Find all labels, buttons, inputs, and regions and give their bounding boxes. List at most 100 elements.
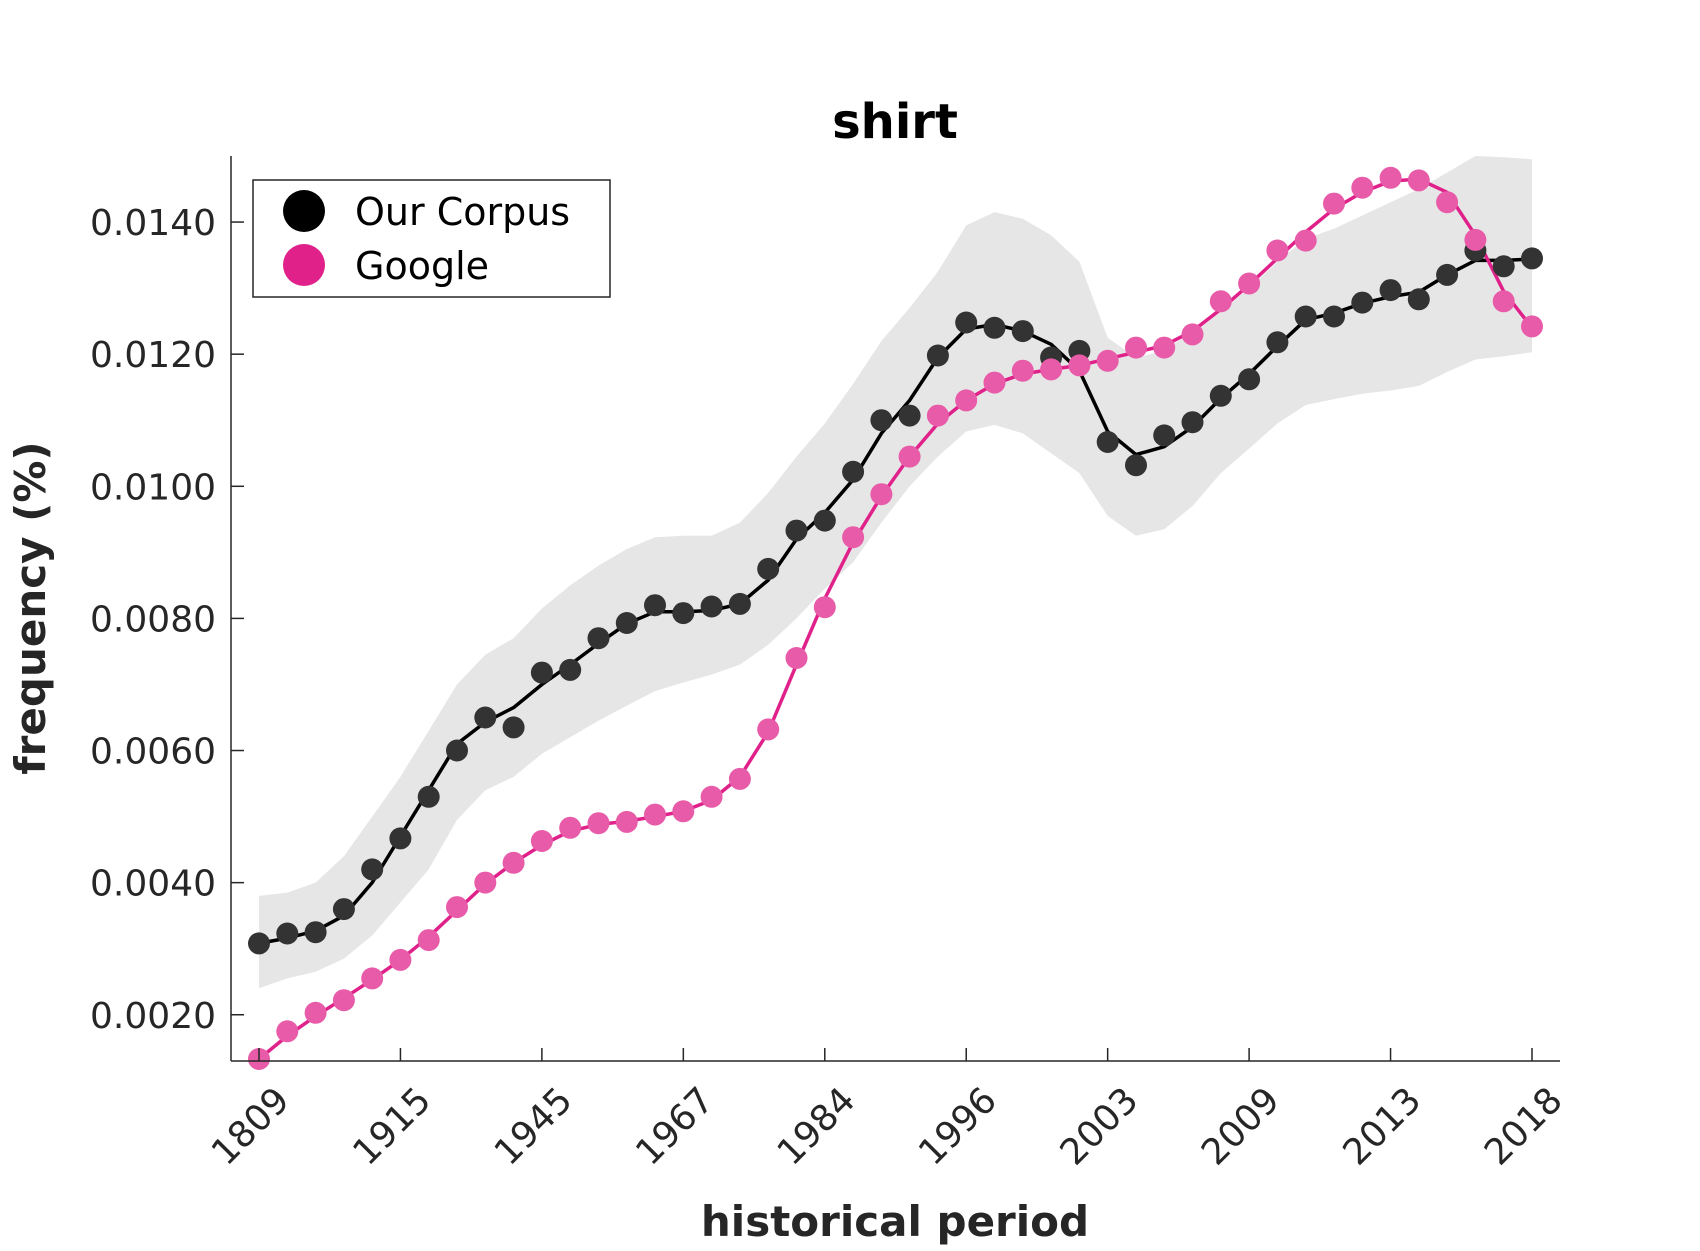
- x-tick-label: 2009: [1194, 1080, 1288, 1174]
- data-point-google: [276, 1020, 299, 1043]
- data-point-our-corpus: [1351, 291, 1374, 314]
- data-point-google: [1521, 315, 1543, 338]
- data-point-our-corpus: [559, 658, 582, 681]
- data-point-our-corpus: [898, 404, 921, 427]
- data-point-google: [304, 1001, 327, 1024]
- y-tick-label: 0.0120: [90, 335, 216, 376]
- data-point-our-corpus: [1492, 255, 1515, 278]
- data-point-google: [926, 404, 949, 427]
- data-point-google: [389, 948, 412, 971]
- data-point-google: [417, 929, 440, 952]
- data-point-our-corpus: [1521, 247, 1543, 270]
- data-point-google: [332, 989, 355, 1012]
- data-point-our-corpus: [1323, 305, 1345, 328]
- y-axis-title: frequency (%): [6, 441, 55, 774]
- data-point-our-corpus: [926, 344, 949, 367]
- data-point-our-corpus: [417, 785, 440, 808]
- x-tick-label: 1915: [345, 1080, 439, 1174]
- data-point-google: [446, 896, 468, 919]
- data-point-our-corpus: [1125, 454, 1147, 477]
- data-point-our-corpus: [502, 716, 525, 739]
- data-point-google: [1068, 354, 1091, 377]
- data-point-google: [587, 812, 610, 835]
- data-point-google: [1323, 192, 1345, 215]
- data-point-google: [1492, 290, 1515, 313]
- legend-label-google: Google: [355, 244, 489, 288]
- data-point-our-corpus: [615, 612, 638, 634]
- data-point-google: [615, 810, 638, 833]
- data-point-google: [1040, 358, 1063, 381]
- data-point-our-corpus: [1181, 411, 1204, 434]
- axes-layer: [230, 156, 1560, 1062]
- data-point-our-corpus: [1096, 431, 1119, 453]
- legend: Our Corpus Google: [252, 179, 611, 298]
- x-tick-label: 2018: [1477, 1080, 1571, 1174]
- y-tick-label: 0.0040: [90, 864, 216, 905]
- x-tick-label: 1809: [204, 1080, 298, 1174]
- data-point-google: [1238, 272, 1261, 295]
- data-point-google: [530, 830, 553, 852]
- data-point-google: [1436, 191, 1459, 214]
- data-point-google: [1181, 323, 1204, 346]
- data-point-our-corpus: [757, 557, 780, 580]
- y-tick-label: 0.0140: [90, 203, 216, 244]
- data-point-our-corpus: [1266, 331, 1289, 354]
- data-point-google: [474, 871, 497, 894]
- data-point-google: [1379, 166, 1402, 189]
- data-point-google: [700, 785, 723, 808]
- data-point-google: [1153, 336, 1176, 359]
- data-point-google: [983, 371, 1006, 394]
- data-point-google: [1266, 239, 1289, 262]
- data-point-our-corpus: [728, 592, 751, 615]
- marker-layer: [248, 166, 1543, 1070]
- x-axis-title: historical period: [701, 1197, 1089, 1246]
- data-point-google: [955, 389, 978, 412]
- data-point-google: [1351, 176, 1374, 199]
- data-point-google: [1294, 229, 1317, 252]
- data-point-our-corpus: [1294, 305, 1317, 328]
- legend-marker-our-corpus: [283, 190, 325, 232]
- series-line-google: [257, 177, 1534, 1061]
- data-point-our-corpus: [587, 627, 610, 650]
- line-layer: [257, 177, 1534, 1061]
- data-point-google: [1464, 228, 1487, 251]
- data-point-google: [1125, 336, 1147, 359]
- data-point-our-corpus: [1407, 288, 1430, 311]
- band-layer: [259, 156, 1532, 989]
- data-point-google: [870, 483, 893, 506]
- data-point-our-corpus: [332, 898, 355, 921]
- y-tick-label: 0.0060: [90, 732, 216, 773]
- data-point-our-corpus: [474, 706, 497, 729]
- data-point-google: [559, 816, 582, 839]
- data-point-our-corpus: [446, 739, 468, 762]
- data-point-google: [672, 800, 695, 823]
- data-point-our-corpus: [1379, 279, 1402, 302]
- series-line-our-corpus: [257, 257, 1534, 946]
- y-tick-label: 0.0020: [90, 996, 216, 1037]
- chart-title: shirt: [832, 94, 958, 150]
- data-point-our-corpus: [644, 594, 666, 617]
- data-point-google: [1011, 359, 1034, 382]
- x-tick-label: 2003: [1053, 1080, 1147, 1174]
- data-point-google: [757, 718, 780, 741]
- data-point-google: [644, 803, 666, 826]
- data-point-google: [361, 967, 384, 990]
- data-point-google: [813, 596, 836, 619]
- data-point-our-corpus: [361, 858, 384, 881]
- data-point-our-corpus: [870, 409, 893, 432]
- data-point-our-corpus: [813, 509, 836, 532]
- data-point-our-corpus: [1238, 368, 1261, 391]
- x-tick-label: 2013: [1336, 1080, 1430, 1174]
- data-point-our-corpus: [672, 602, 695, 625]
- data-point-our-corpus: [248, 932, 270, 955]
- y-tick-label: 0.0100: [90, 467, 216, 508]
- data-point-our-corpus: [304, 921, 327, 944]
- data-point-our-corpus: [785, 519, 808, 542]
- x-tick-label: 1967: [628, 1080, 722, 1174]
- legend-marker-google: [283, 244, 325, 286]
- data-point-google: [842, 526, 865, 549]
- data-point-our-corpus: [955, 311, 978, 334]
- data-point-google: [898, 445, 921, 468]
